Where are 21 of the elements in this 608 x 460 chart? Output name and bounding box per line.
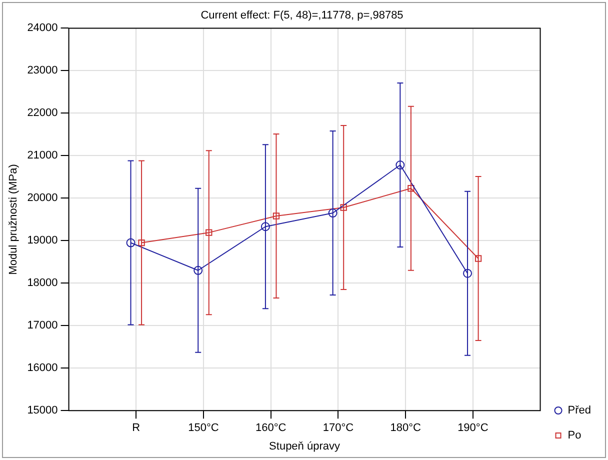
y-tick-label: 20000 xyxy=(27,192,58,204)
y-axis-title: Modul pružnosti (MPa) xyxy=(8,164,20,275)
x-tick-label: 160°C xyxy=(256,422,286,434)
y-tick-label: 24000 xyxy=(27,22,58,34)
x-axis-title: Stupeň úpravy xyxy=(269,440,340,452)
y-tick-label: 17000 xyxy=(27,320,58,332)
y-tick-label: 21000 xyxy=(27,150,58,162)
y-tick-label: 23000 xyxy=(27,64,58,77)
x-tick-label: R xyxy=(132,422,140,434)
x-tick-label: 170°C xyxy=(322,422,354,434)
y-tick-label: 16000 xyxy=(27,362,58,374)
y-tick-label: 19000 xyxy=(27,234,58,247)
legend-label: Před xyxy=(568,404,592,417)
y-tick-label: 15000 xyxy=(27,404,58,417)
legend-label: Po xyxy=(568,430,582,442)
chart-title: Current effect: F(5, 48)=,11778, p=,98785 xyxy=(200,10,404,22)
x-tick-label: 190°C xyxy=(458,422,488,434)
y-tick-label: 18000 xyxy=(27,277,58,290)
x-tick-label: 150°C xyxy=(188,422,219,434)
x-tick-label: 180°C xyxy=(390,422,421,434)
y-tick-label: 22000 xyxy=(27,107,58,120)
